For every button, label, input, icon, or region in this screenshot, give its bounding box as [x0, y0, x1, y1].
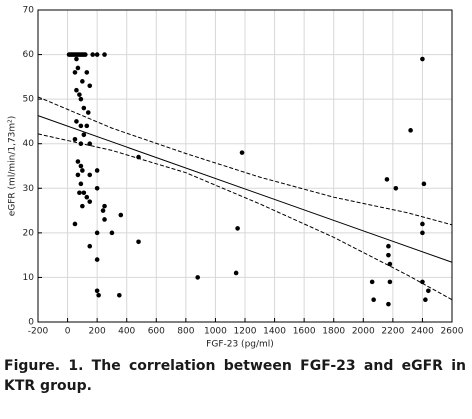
- data-point: [78, 163, 84, 169]
- regression-line: [37, 115, 453, 263]
- data-point: [136, 239, 141, 245]
- data-point: [117, 292, 122, 298]
- data-point: [78, 96, 84, 102]
- y-axis-label: eGFR (ml/min/1,73m²): [8, 116, 18, 217]
- x-tick-label: 2400: [411, 327, 434, 337]
- x-tick-label: 1400: [263, 327, 286, 337]
- x-axis-label: FGF-23 (pg/ml): [206, 340, 274, 350]
- data-point: [87, 83, 93, 89]
- data-point: [102, 203, 107, 209]
- data-point: [408, 128, 413, 133]
- data-point: [81, 132, 87, 138]
- data-point: [386, 243, 391, 249]
- x-tick-label: 2600: [441, 327, 464, 337]
- data-point: [420, 230, 425, 236]
- data-point: [85, 110, 91, 115]
- x-tick-label: 200: [89, 327, 106, 337]
- x-tick-label: 600: [148, 327, 165, 337]
- data-point: [84, 194, 90, 200]
- data-point: [118, 212, 124, 218]
- confidence-line: [37, 133, 453, 301]
- data-point: [393, 185, 399, 191]
- data-point: [77, 190, 82, 196]
- data-point: [75, 65, 81, 71]
- data-point: [75, 159, 81, 164]
- x-tick-label: 400: [118, 327, 135, 337]
- data-point: [81, 190, 87, 196]
- data-point: [426, 288, 431, 294]
- x-tick-label: 2000: [352, 327, 375, 337]
- data-point: [387, 261, 393, 267]
- chart: FGF-23 (pg/ml) eGFR (ml/min/1,73m²) -200…: [8, 6, 464, 350]
- x-tick-label: 1200: [234, 327, 257, 337]
- data-point: [235, 226, 240, 231]
- plot-frame: [37, 9, 453, 323]
- data-point: [94, 288, 100, 294]
- y-tick-label: 30: [23, 184, 35, 194]
- data-point: [80, 203, 85, 209]
- data-point: [100, 208, 106, 213]
- data-point: [421, 181, 427, 187]
- x-tick-label: 800: [177, 327, 194, 337]
- figure-caption: Figure. 1. The correlation between FGF-2…: [4, 358, 466, 394]
- data-point: [384, 177, 390, 182]
- data-point: [94, 257, 100, 262]
- data-point: [84, 123, 90, 129]
- data-point: [74, 119, 79, 124]
- data-point: [239, 150, 245, 155]
- data-point: [420, 221, 425, 227]
- data-point: [420, 279, 425, 285]
- x-tick-label: 1000: [204, 327, 227, 337]
- data-point: [87, 243, 93, 249]
- y-tick-label: 0: [28, 318, 34, 328]
- data-point: [369, 279, 375, 285]
- data-point: [233, 270, 239, 276]
- x-tick-label: -200: [28, 327, 49, 337]
- data-point: [90, 52, 96, 57]
- data-point: [386, 252, 391, 258]
- data-point: [109, 230, 115, 236]
- data-point: [72, 70, 78, 75]
- y-tick-label: 70: [23, 6, 35, 16]
- x-tick-label: 0: [65, 327, 71, 337]
- data-point: [420, 56, 425, 62]
- data-point: [386, 301, 391, 307]
- data-point: [80, 79, 85, 84]
- data-point: [84, 70, 90, 75]
- data-point: [87, 172, 93, 178]
- data-point: [96, 292, 101, 298]
- data-point: [80, 168, 85, 173]
- data-point: [94, 230, 100, 236]
- y-tick-label: 60: [23, 50, 35, 60]
- data-point: [81, 105, 87, 111]
- x-tick-label: 1800: [322, 327, 345, 337]
- data-point: [78, 181, 84, 187]
- data-point: [74, 56, 79, 62]
- data-point: [77, 92, 82, 97]
- data-point: [72, 136, 78, 142]
- data-point: [72, 221, 78, 227]
- data-point: [75, 172, 81, 178]
- data-point: [83, 52, 88, 57]
- data-point: [423, 297, 428, 303]
- data-point: [74, 87, 79, 93]
- y-tick-label: 20: [23, 228, 35, 238]
- data-point: [102, 52, 107, 57]
- y-tick-label: 10: [23, 273, 35, 283]
- data-point: [371, 297, 376, 303]
- x-tick-label: 2200: [381, 327, 404, 337]
- data-point: [87, 199, 93, 204]
- data-point: [94, 168, 100, 173]
- x-tick-label: 1600: [293, 327, 316, 337]
- y-tick-label: 40: [23, 139, 35, 149]
- data-point: [78, 123, 84, 129]
- data-point: [94, 185, 100, 191]
- data-point: [102, 217, 107, 222]
- data-point: [94, 52, 100, 57]
- data-point: [387, 279, 393, 285]
- confidence-line: [37, 96, 453, 226]
- y-tick-label: 50: [23, 95, 35, 105]
- data-point: [195, 275, 200, 280]
